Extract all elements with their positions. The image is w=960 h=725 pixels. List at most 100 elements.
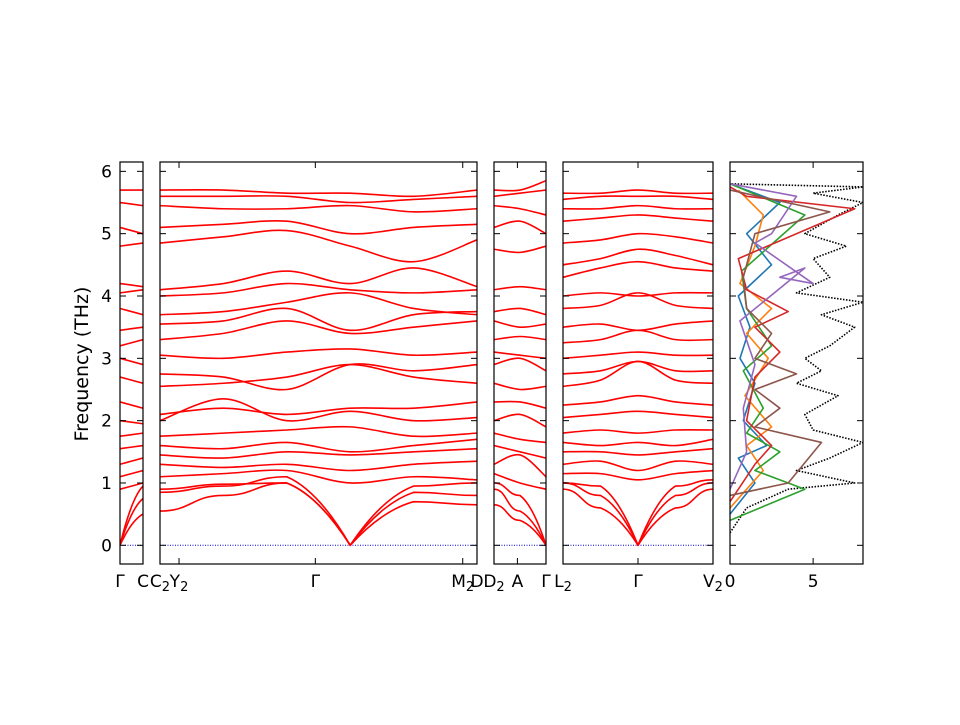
band-2-16: [160, 292, 477, 316]
band-4-14: [563, 329, 713, 344]
band-3-5: [494, 453, 546, 478]
band-4-16: [563, 292, 713, 310]
band-3-16: [494, 285, 546, 291]
dos-xtick-label: 0: [725, 572, 736, 592]
band-2-23: [160, 189, 477, 198]
xtick-label: Y2: [169, 572, 189, 595]
band-3-13: [494, 335, 546, 341]
band-1-16: [120, 288, 143, 294]
ytick-label: 4: [101, 287, 112, 307]
band-3-8: [494, 413, 546, 428]
dos-curves: [730, 183, 863, 534]
band-4-23: [563, 195, 713, 201]
band-2-15: [160, 307, 477, 332]
band-1-11: [120, 376, 143, 385]
y-axis-label: Frequency (THz): [71, 287, 93, 442]
band-3-6: [494, 444, 546, 459]
band-4-17: [563, 291, 713, 297]
xtick-label: A: [512, 572, 524, 592]
dos-series-1: [730, 183, 781, 515]
band-2-14: [160, 320, 477, 341]
ytick-label: 2: [101, 412, 112, 432]
dos-xtick-label: 5: [808, 572, 819, 592]
band-1-8: [120, 432, 143, 438]
band-3-18: [494, 220, 546, 235]
band-3-21: [494, 179, 546, 192]
band-1-3: [120, 485, 143, 547]
xtick-label: Γ: [633, 572, 643, 592]
band-2-6: [160, 447, 477, 459]
band-3-11: [494, 357, 546, 372]
band-3-12: [494, 351, 546, 360]
ytick-label: 6: [101, 162, 112, 182]
dos-series-2: [730, 189, 773, 509]
xtick-label: C: [137, 572, 149, 592]
band-4-13: [563, 351, 713, 360]
band-2-12: [160, 363, 477, 391]
xtick-label: M2: [451, 572, 474, 595]
band-1-12: [120, 357, 143, 366]
band-4-18: [563, 260, 713, 279]
band-1-7: [120, 444, 143, 450]
band-2-20: [160, 220, 477, 235]
band-2-21: [160, 204, 477, 213]
xtick-label: L2: [554, 572, 572, 595]
band-1-13: [120, 338, 143, 347]
band-2-11: [160, 363, 477, 388]
band-3-15: [494, 307, 546, 316]
band-3-17: [494, 245, 546, 254]
band-3-2: [494, 488, 546, 547]
band-1-19: [120, 226, 143, 235]
band-4-24: [563, 189, 713, 195]
band-panel-3: [494, 179, 546, 547]
band-4-4: [563, 469, 713, 481]
band-4-11: [563, 360, 713, 388]
ytick-label: 3: [101, 349, 112, 369]
band-2-7: [160, 438, 477, 453]
band-3-4: [494, 472, 546, 491]
band-4-20: [563, 232, 713, 244]
band-1-20: [120, 201, 143, 207]
band-2-17: [160, 282, 477, 297]
band-4-6: [563, 447, 713, 456]
xtick-label: Γ: [541, 572, 551, 592]
band-3-9: [494, 400, 546, 409]
band-3-3: [494, 482, 546, 547]
band-panel-1: [120, 189, 143, 547]
bands-layer: [120, 179, 713, 547]
band-panel-4: [563, 189, 713, 547]
ytick-label: 0: [101, 536, 112, 556]
panel-frame-2: [159, 161, 478, 565]
band-2-22: [160, 195, 477, 204]
band-4-10: [563, 394, 713, 406]
band-4-2: [563, 482, 713, 547]
band-2-2: [160, 475, 477, 547]
band-4-22: [563, 204, 713, 210]
band-4-8: [563, 428, 713, 434]
band-3-1: [494, 503, 546, 547]
panel-frame-4: [562, 161, 714, 565]
xtick-label: V2: [703, 572, 723, 595]
band-3-20: [494, 189, 546, 198]
band-1-18: [120, 242, 143, 247]
band-2-10: [160, 401, 477, 416]
band-4-3: [563, 479, 713, 547]
band-1-17: [120, 282, 143, 288]
ytick-label: 5: [101, 225, 112, 245]
band-4-9: [563, 410, 713, 419]
band-panel-2: [160, 189, 477, 547]
band-3-7: [494, 432, 546, 444]
band-1-4: [120, 482, 143, 491]
band-2-19: [160, 229, 477, 263]
band-3-10: [494, 382, 546, 391]
band-2-4: [160, 469, 477, 484]
band-3-19: [494, 204, 546, 216]
band-1-10: [120, 401, 143, 409]
ytick-label: 1: [101, 474, 112, 494]
band-2-13: [160, 348, 477, 360]
band-2-18: [160, 267, 477, 291]
band-4-19: [563, 248, 713, 266]
xtick-label: Γ: [115, 572, 125, 592]
xtick-label: C2: [150, 572, 170, 595]
